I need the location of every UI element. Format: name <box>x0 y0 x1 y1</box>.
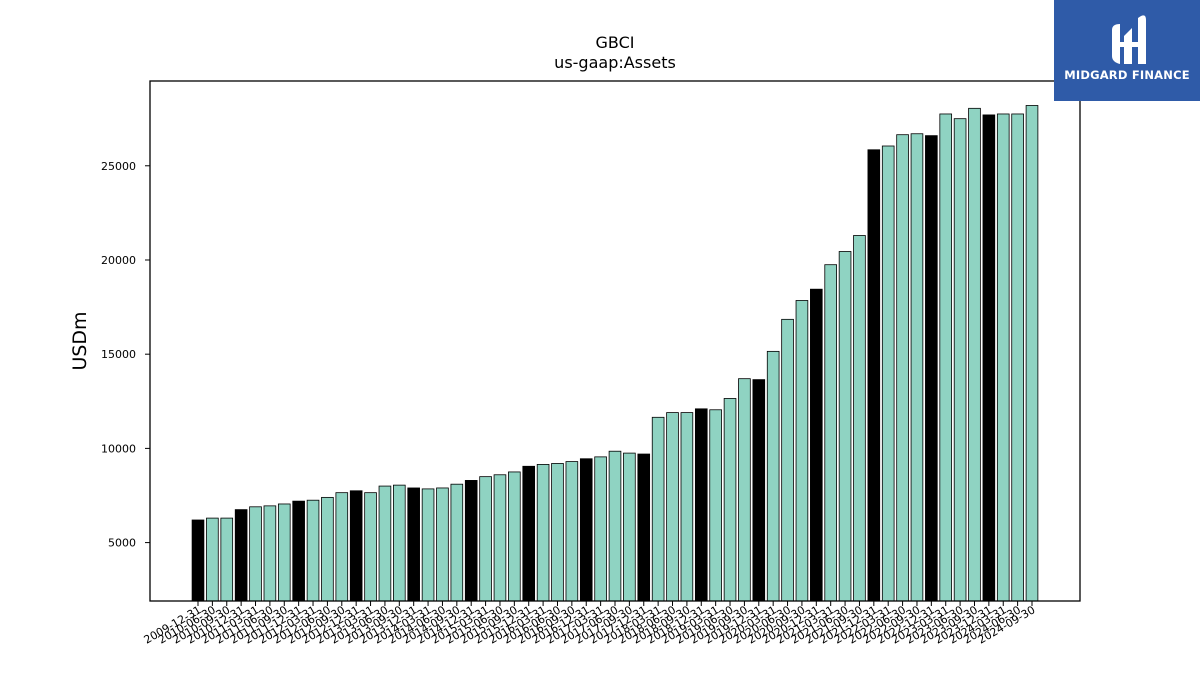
bar <box>508 471 521 602</box>
plot-frame <box>149 80 1081 602</box>
bar <box>594 456 607 602</box>
bar <box>450 483 464 602</box>
bar <box>953 118 967 602</box>
bar <box>881 145 895 602</box>
bars-group <box>191 105 1039 602</box>
bar <box>752 379 766 602</box>
bar <box>623 452 636 602</box>
bar <box>220 517 234 602</box>
bar <box>263 505 277 602</box>
bar <box>349 490 363 602</box>
bar <box>191 519 205 602</box>
y-tick-label: 5000 <box>108 537 136 550</box>
bar <box>651 416 665 602</box>
bar <box>393 484 406 602</box>
bar <box>421 488 435 602</box>
bar <box>925 135 938 602</box>
bar <box>292 500 305 602</box>
bar <box>709 409 722 602</box>
bar <box>723 398 737 602</box>
bar <box>666 412 679 602</box>
bar <box>464 480 478 602</box>
bar <box>234 509 248 602</box>
bar <box>407 487 420 602</box>
brand-mark-icon <box>1112 15 1146 64</box>
bar <box>781 318 794 602</box>
bar <box>321 496 334 602</box>
bar <box>766 350 780 602</box>
bar <box>493 474 507 602</box>
bar <box>479 476 492 602</box>
chart-subtitle: us-gaap:Assets <box>554 53 676 72</box>
bar <box>810 288 823 602</box>
y-tick-label: 20000 <box>101 254 136 267</box>
bar <box>982 114 996 602</box>
bar <box>364 492 377 602</box>
bar <box>522 465 536 602</box>
bar <box>436 487 449 602</box>
bar <box>378 485 392 602</box>
bar <box>853 235 866 602</box>
bar <box>680 412 694 602</box>
bar <box>536 464 550 602</box>
x-axis: 2009-12-312010-06-302010-09-302010-12-31… <box>142 601 1038 647</box>
bar <box>277 503 291 602</box>
y-axis: 5000 10000 15000 20000 25000 <box>101 160 150 550</box>
brand-name: MIDGARD FINANCE <box>1064 68 1190 82</box>
bar <box>910 133 924 602</box>
y-tick-label: 10000 <box>101 442 136 455</box>
bar <box>968 107 981 602</box>
bar <box>795 300 809 602</box>
bar <box>867 149 881 602</box>
bar <box>637 453 651 602</box>
bar <box>1011 113 1024 602</box>
bar <box>896 134 909 602</box>
bar <box>996 113 1010 602</box>
bar <box>579 458 593 602</box>
bar <box>694 408 708 602</box>
bar <box>335 492 349 602</box>
bar <box>249 506 262 602</box>
brand-logo: MIDGARD FINANCE <box>1054 0 1200 101</box>
bar <box>1025 105 1039 602</box>
chart-title: GBCI <box>596 33 635 52</box>
bar <box>306 499 320 602</box>
y-tick-label: 15000 <box>101 348 136 361</box>
bar <box>206 517 219 602</box>
bar <box>838 251 852 602</box>
bar <box>608 450 622 602</box>
bar <box>939 113 953 602</box>
y-axis-label: USDm <box>69 311 91 370</box>
bar <box>565 461 579 602</box>
bar <box>738 378 751 602</box>
bar <box>551 463 564 602</box>
bar <box>824 264 837 602</box>
y-tick-label: 25000 <box>101 160 136 173</box>
